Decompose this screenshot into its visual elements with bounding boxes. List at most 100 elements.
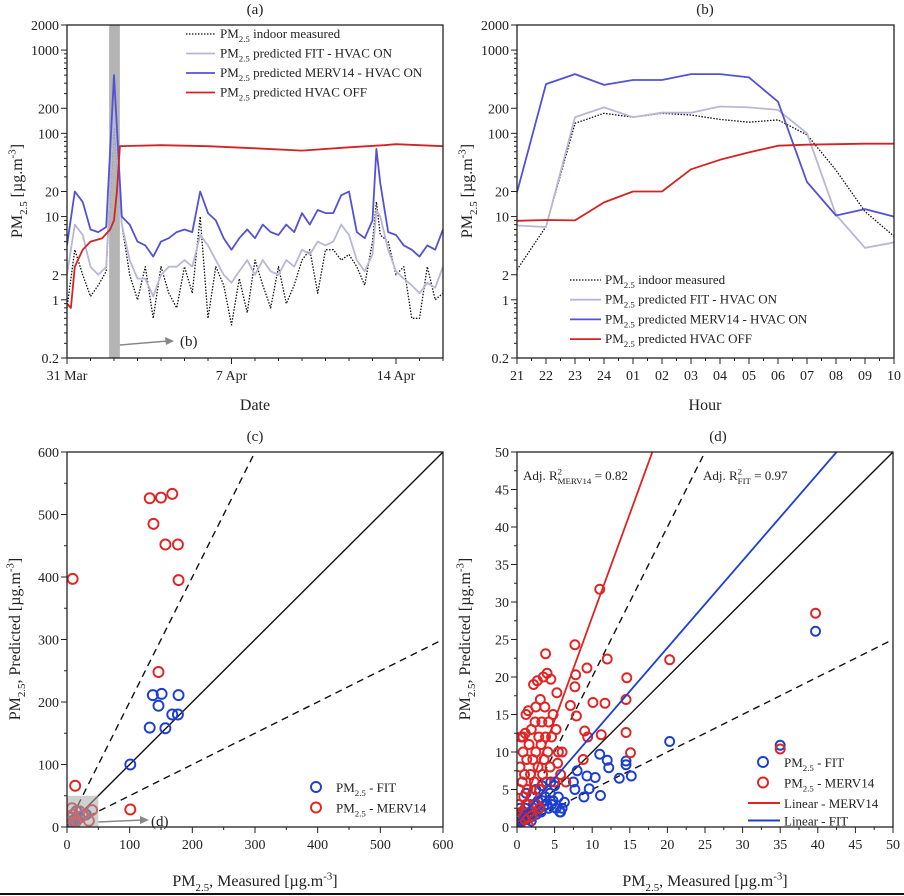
x-tick-label: 20 xyxy=(660,838,674,853)
legend-label: PM2.5 - FIT xyxy=(336,780,396,798)
data-point-pm2-5-merv14 xyxy=(545,673,557,685)
data-point-pm2-5-fit xyxy=(166,708,179,721)
y-tick-label: 2 xyxy=(502,269,509,284)
data-point-pm2-5-merv14 xyxy=(540,731,552,743)
legend-label: PM2.5 - FIT xyxy=(784,755,844,773)
data-point-pm2-5-fit xyxy=(155,687,168,700)
data-point-pm2-5-merv14 xyxy=(172,574,185,587)
data-point-pm2-5-merv14 xyxy=(551,687,563,699)
series-line-pm2-5-predicted-fit-hvac-on xyxy=(67,111,443,298)
data-point-pm2-5-merv14 xyxy=(599,697,611,709)
x-tick-label: 500 xyxy=(370,838,391,853)
y-axis-title: PM2.5, Predicted [µg.m-3] xyxy=(4,558,28,721)
y-tick-label: 10 xyxy=(495,211,509,226)
data-point-pm2-5-fit xyxy=(146,689,159,702)
data-point-pm2-5-merv14 xyxy=(155,491,167,504)
x-tick-label: 35 xyxy=(773,838,787,853)
x-tick-label: 23 xyxy=(568,369,582,384)
series-group xyxy=(517,73,894,271)
x-tick-label: 07 xyxy=(800,369,814,384)
y-tick-label: 0.2 xyxy=(492,352,510,367)
fit-line-linear-merv14 xyxy=(517,452,654,824)
y-tick-label: 35 xyxy=(495,559,509,574)
x-tick-label: 10 xyxy=(887,369,901,384)
data-point-pm2-5-merv14 xyxy=(69,779,82,792)
x-tick-label: 45 xyxy=(848,838,862,853)
data-point-pm2-5-merv14 xyxy=(552,746,564,758)
highlight-label: (b) xyxy=(180,334,198,350)
data-point-pm2-5-merv14 xyxy=(601,653,613,665)
x-tick-label: 02 xyxy=(655,369,669,384)
data-point-pm2-5-fit xyxy=(620,755,632,767)
data-point-pm2-5-merv14 xyxy=(582,731,594,743)
y-tick-label: 1 xyxy=(52,294,59,309)
arrow-line xyxy=(98,819,144,823)
data-point-pm2-5-merv14 xyxy=(517,731,529,743)
y-tick-label: 300 xyxy=(38,634,59,649)
x-tick-label: 7 Apr xyxy=(216,369,248,384)
x-tick-label: 50 xyxy=(886,838,900,853)
series-line-pm2-5-predicted-fit-hvac-on xyxy=(517,105,894,249)
legend-marker xyxy=(310,781,322,793)
data-point-pm2-5-fit xyxy=(143,721,156,734)
y-tick-label: 10 xyxy=(495,746,509,761)
x-axis-title: PM2.5, Measured [µg.m-3] xyxy=(622,870,787,894)
data-point-pm2-5-merv14 xyxy=(625,747,637,759)
y-axis-title: PM2.5, Predicted [µg.m-3] xyxy=(454,558,478,721)
data-point-pm2-5-fit xyxy=(124,758,137,771)
panel-title: (c) xyxy=(247,429,264,445)
data-point-pm2-5-merv14 xyxy=(810,607,821,619)
plot-area xyxy=(517,452,893,827)
data-point-pm2-5-fit xyxy=(567,776,579,788)
x-tick-label: 10 xyxy=(585,838,599,853)
data-point-pm2-5-merv14 xyxy=(124,803,137,816)
y-tick-label: 20 xyxy=(495,671,509,686)
y-tick-label: 1 xyxy=(502,294,509,309)
data-point-pm2-5-merv14 xyxy=(587,697,599,708)
data-point-pm2-5-merv14 xyxy=(579,725,591,737)
data-point-pm2-5-merv14 xyxy=(152,666,165,678)
data-point-pm2-5-fit xyxy=(625,770,637,782)
data-point-pm2-5-merv14 xyxy=(552,757,564,769)
data-point-pm2-5-merv14 xyxy=(621,672,633,684)
y-tick-label: 2000 xyxy=(31,19,59,34)
x-tick-label: 0 xyxy=(64,838,71,853)
legend-label: PM2.5 predicted FIT - HVAC ON xyxy=(605,292,778,310)
x-tick-label: 21 xyxy=(510,369,524,384)
data-point-pm2-5-merv14 xyxy=(166,487,179,500)
y-tick-label: 600 xyxy=(38,446,59,461)
x-tick-label: 14 Apr xyxy=(377,369,416,384)
data-point-pm2-5-fit xyxy=(810,625,821,637)
arrow-line xyxy=(119,340,169,346)
data-point-pm2-5-fit xyxy=(595,790,606,801)
legend-marker xyxy=(757,776,769,789)
data-point-pm2-5-fit xyxy=(603,762,615,774)
data-point-pm2-5-fit xyxy=(554,806,566,818)
x-tick-label: 40 xyxy=(811,838,825,853)
data-point-pm2-5-merv14 xyxy=(521,754,533,765)
y-tick-label: 0 xyxy=(52,821,59,836)
reference-line-dashed xyxy=(67,638,443,827)
y-tick-label: 2 xyxy=(52,269,59,284)
data-point-pm2-5-merv14 xyxy=(560,776,572,788)
y-axis-title: PM2.5 [µg.m-3] xyxy=(6,144,30,238)
x-tick-label: 05 xyxy=(742,369,756,384)
x-tick-label: 24 xyxy=(597,369,611,384)
legend-marker xyxy=(757,756,769,768)
data-point-pm2-5-merv14 xyxy=(774,743,786,755)
data-point-pm2-5-merv14 xyxy=(530,746,542,758)
x-tick-label: 200 xyxy=(182,838,203,853)
data-point-pm2-5-fit xyxy=(594,748,606,760)
fit-annotation-merv14: Adj. R2 MERV14 = 0.82 xyxy=(523,467,628,486)
x-tick-label: 5 xyxy=(551,838,558,853)
y-tick-label: 15 xyxy=(495,709,509,724)
x-tick-label: 09 xyxy=(858,369,872,384)
data-point-pm2-5-fit xyxy=(774,739,786,751)
data-point-pm2-5-fit xyxy=(152,699,165,712)
y-tick-label: 100 xyxy=(38,127,59,142)
data-point-pm2-5-merv14 xyxy=(570,710,582,722)
arrow-head-icon xyxy=(140,816,149,824)
y-tick-label: 5 xyxy=(502,784,509,799)
data-point-pm2-5-fit xyxy=(172,689,185,702)
data-point-pm2-5-merv14 xyxy=(171,538,184,551)
